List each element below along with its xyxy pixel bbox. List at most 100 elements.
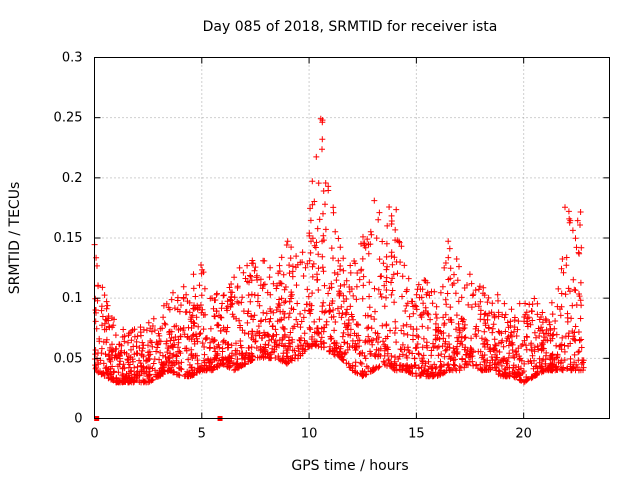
data-point — [275, 353, 282, 360]
y-tick-label: 0.1 — [62, 291, 83, 306]
data-point — [344, 306, 351, 313]
data-point — [508, 329, 515, 336]
data-point — [511, 354, 518, 361]
data-point — [539, 341, 546, 348]
data-point — [482, 322, 489, 329]
data-point — [356, 343, 362, 350]
data-point — [445, 316, 452, 323]
data-point — [463, 351, 469, 358]
data-point — [320, 210, 326, 217]
data-point — [538, 324, 545, 331]
data-point — [247, 272, 253, 279]
data-point — [393, 367, 400, 374]
data-point — [496, 349, 503, 355]
data-point — [473, 333, 480, 340]
data-point — [333, 340, 340, 347]
data-point — [399, 293, 405, 300]
data-point — [401, 346, 408, 353]
data-point — [417, 312, 424, 319]
data-point — [248, 350, 255, 357]
data-point — [286, 270, 293, 277]
data-point — [106, 351, 113, 358]
data-point — [319, 146, 325, 153]
data-point — [468, 280, 475, 287]
data-point — [189, 371, 196, 378]
data-point — [473, 323, 480, 330]
data-point — [403, 352, 410, 359]
data-point — [319, 303, 326, 310]
data-point — [173, 352, 180, 359]
data-point — [319, 264, 326, 271]
data-point — [338, 314, 345, 321]
data-point — [248, 334, 255, 341]
data-point — [379, 238, 386, 245]
data-point — [192, 352, 199, 359]
data-point — [200, 269, 207, 276]
data-point — [575, 357, 582, 364]
data-point — [373, 364, 380, 371]
data-point — [160, 314, 167, 321]
data-point — [224, 303, 231, 310]
data-point — [241, 330, 248, 336]
data-point — [309, 273, 316, 280]
data-point — [288, 295, 295, 302]
data-point — [301, 330, 308, 337]
data-point — [295, 355, 301, 362]
data-point — [392, 226, 399, 233]
data-point — [147, 325, 154, 332]
data-point — [285, 359, 292, 366]
data-point — [334, 305, 341, 312]
data-point — [161, 320, 168, 327]
data-point — [361, 240, 368, 247]
data-point — [390, 271, 397, 278]
data-point — [214, 321, 221, 328]
data-point — [302, 340, 309, 347]
data-point — [320, 299, 327, 306]
data-point — [534, 343, 541, 350]
data-point — [384, 222, 391, 229]
data-point — [525, 314, 532, 321]
data-point — [186, 361, 193, 368]
data-point — [187, 316, 194, 323]
data-point — [208, 367, 215, 374]
data-point — [425, 311, 432, 318]
data-point — [127, 378, 134, 385]
data-point — [314, 325, 321, 332]
data-point — [207, 325, 214, 332]
data-point — [220, 339, 226, 345]
data-point — [358, 371, 365, 378]
data-point — [185, 369, 192, 376]
data-point — [171, 323, 178, 330]
data-point — [270, 309, 277, 316]
data-point — [565, 333, 572, 340]
data-point — [508, 306, 515, 313]
data-point — [298, 335, 304, 341]
data-point — [446, 245, 453, 252]
data-point — [441, 264, 448, 271]
data-point — [502, 328, 509, 335]
data-point — [266, 354, 272, 361]
data-point — [158, 359, 165, 366]
data-point — [456, 329, 463, 336]
data-point — [424, 325, 431, 331]
data-point — [320, 237, 327, 244]
y-tick-label: 0.15 — [54, 231, 83, 246]
data-point — [408, 363, 414, 370]
data-point — [555, 285, 562, 292]
data-point — [228, 301, 235, 308]
data-point — [548, 352, 555, 359]
data-point — [567, 288, 573, 295]
data-point — [125, 332, 132, 339]
data-point — [304, 286, 311, 293]
data-point — [470, 348, 477, 354]
data-point — [170, 289, 176, 296]
data-point — [289, 354, 296, 361]
data-point — [111, 354, 118, 361]
data-point — [281, 286, 288, 293]
data-point — [334, 271, 341, 278]
data-point — [246, 279, 252, 286]
data-point — [226, 284, 233, 291]
data-point — [436, 336, 443, 342]
data-point — [495, 297, 501, 304]
data-point — [306, 301, 313, 307]
